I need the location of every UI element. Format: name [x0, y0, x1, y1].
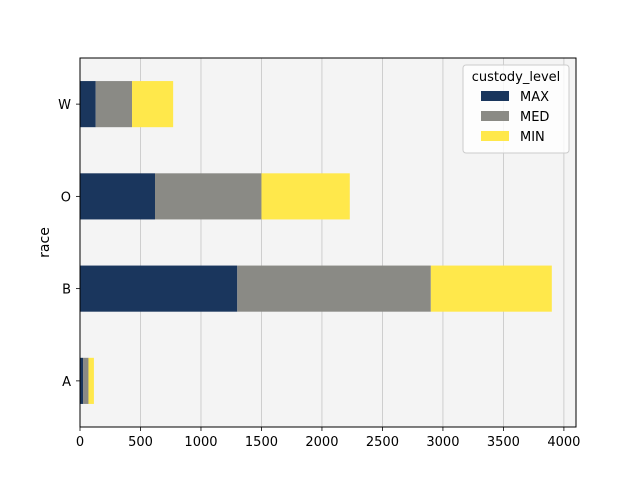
bar-min-b [430, 265, 552, 312]
x-tick-label: 2500 [366, 435, 399, 450]
bar-med-b [237, 265, 431, 312]
x-tick-label: 3000 [426, 435, 459, 450]
bar-med-o [155, 173, 262, 220]
y-axis: A B O W [58, 98, 80, 390]
bar-min-w [132, 81, 174, 128]
legend-label-min: MIN [520, 130, 545, 145]
x-tick-label: 500 [128, 435, 153, 450]
bar-min-o [261, 173, 350, 220]
x-tick-label: 1500 [245, 435, 278, 450]
bar-max-w [80, 81, 96, 128]
legend-label-max: MAX [520, 90, 549, 105]
bars [80, 81, 552, 404]
bar-max-a [80, 357, 84, 404]
x-tick-label: 2000 [305, 435, 338, 450]
x-tick-label: 3500 [487, 435, 520, 450]
x-tick-label: 4000 [547, 435, 580, 450]
bar-max-b [80, 265, 238, 312]
legend-swatch-max [481, 91, 509, 101]
bar-max-o [80, 173, 156, 220]
y-axis-label: race [37, 227, 53, 258]
bar-min-a [88, 357, 94, 404]
plot-frame [79, 57, 577, 428]
bar-med-w [95, 81, 133, 128]
legend-swatch-med [481, 111, 509, 121]
x-tick-label: 0 [76, 435, 84, 450]
y-tick-label: A [62, 375, 71, 390]
legend: custody_level MAX MED MIN [462, 64, 570, 154]
legend-title: custody_level [472, 70, 561, 85]
legend-swatch-min [481, 131, 509, 141]
legend-label-med: MED [520, 110, 549, 125]
x-tick-label: 1000 [184, 435, 217, 450]
y-tick-label: O [61, 190, 71, 205]
y-tick-label: W [58, 98, 71, 113]
y-tick-label: B [62, 283, 71, 298]
x-axis: 0 500 1000 1500 2000 2500 3000 3500 4000 [76, 427, 580, 450]
bar-med-a [83, 357, 89, 404]
